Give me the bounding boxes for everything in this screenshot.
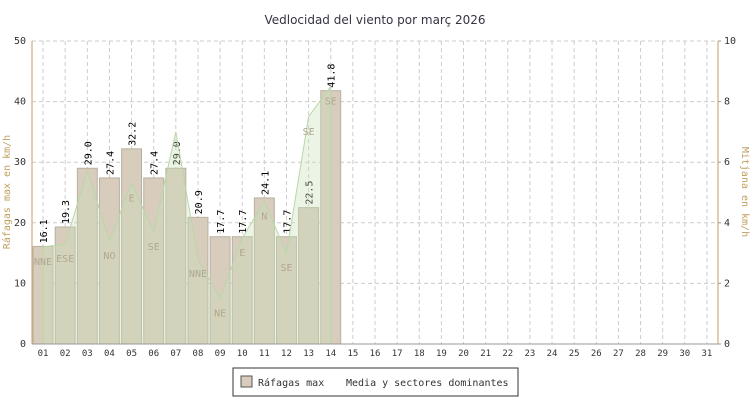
x-tick-label: 21 <box>480 349 491 359</box>
x-tick-label: 27 <box>613 349 624 359</box>
value-label: 27.4 <box>105 151 116 175</box>
y-axis-label: Ráfagas max en km/h <box>1 135 13 249</box>
x-tick-label: 13 <box>303 349 314 359</box>
x-tick-label: 15 <box>347 349 358 359</box>
x-tick-label: 20 <box>458 349 469 359</box>
x-tick-label: 10 <box>237 349 248 359</box>
y-tick-label: 50 <box>14 36 26 47</box>
legend-swatch <box>240 375 253 388</box>
legend-label: Media y sectores dominantes <box>346 378 509 389</box>
x-tick-label: 23 <box>524 349 535 359</box>
sector-label: SE <box>280 263 292 274</box>
x-tick-label: 25 <box>569 349 580 359</box>
value-label: 41.8 <box>327 64 338 88</box>
legend-box <box>232 367 519 397</box>
value-label: 17.7 <box>238 210 249 234</box>
x-tick-label: 18 <box>414 349 425 359</box>
y2-tick-label: 0 <box>724 339 730 350</box>
x-tick-label: 04 <box>104 349 115 359</box>
x-tick-label: 31 <box>702 349 713 359</box>
x-tick-label: 28 <box>635 349 646 359</box>
x-tick-label: 02 <box>60 349 71 359</box>
value-label: 19.3 <box>61 200 72 224</box>
value-label: 22.5 <box>305 181 316 205</box>
sector-label: N <box>261 212 267 223</box>
y-tick-label: 0 <box>20 339 26 350</box>
value-label: 17.7 <box>216 210 227 234</box>
x-tick-label: 14 <box>325 349 336 359</box>
x-tick-label: 16 <box>370 349 381 359</box>
sector-label: NNE <box>34 257 52 268</box>
y2-tick-label: 6 <box>724 157 730 168</box>
x-tick-label: 05 <box>126 349 137 359</box>
value-label: 32.2 <box>128 122 139 146</box>
x-tick-label: 06 <box>148 349 159 359</box>
sector-label: SE <box>303 127 315 138</box>
x-tick-label: 19 <box>436 349 447 359</box>
sector-label: ESE <box>56 254 74 265</box>
x-tick-label: 22 <box>502 349 513 359</box>
mean-area <box>42 84 332 345</box>
legend-label: Ráfagas max <box>258 377 324 389</box>
y-tick-label: 40 <box>14 97 26 108</box>
sector-label: E <box>239 248 245 259</box>
value-label: 27.4 <box>150 151 161 175</box>
sector-label: SE <box>325 96 337 107</box>
x-tick-label: 30 <box>679 349 690 359</box>
x-tick-label: 24 <box>547 349 558 359</box>
x-tick-label: 26 <box>591 349 602 359</box>
x-tick-label: 03 <box>82 349 93 359</box>
sector-label: NNE <box>189 269 207 280</box>
x-tick-label: 17 <box>392 349 403 359</box>
x-tick-label: 11 <box>259 349 270 359</box>
y2-tick-label: 8 <box>724 97 730 108</box>
value-label: 29.0 <box>83 141 94 165</box>
x-tick-label: 12 <box>281 349 292 359</box>
y-tick-label: 10 <box>14 278 26 289</box>
x-tick-label: 01 <box>38 349 49 359</box>
y2-axis-label: Mitjana en km/h <box>739 147 750 237</box>
x-tick-label: 09 <box>215 349 226 359</box>
value-label: 17.7 <box>282 210 293 234</box>
sector-label: NE <box>214 309 226 320</box>
x-tick-label: 07 <box>170 349 181 359</box>
y2-tick-label: 4 <box>724 218 730 229</box>
y2-tick-label: 10 <box>724 36 736 47</box>
value-label: 29.0 <box>172 141 183 165</box>
y-tick-label: 30 <box>14 157 26 168</box>
value-label: 24.1 <box>260 171 271 195</box>
chart-title: Vedlocidad del viento por març 2026 <box>264 13 485 27</box>
x-tick-label: 29 <box>657 349 668 359</box>
value-label: 16.1 <box>39 219 50 243</box>
x-tick-label: 08 <box>193 349 204 359</box>
value-label: 20.9 <box>194 190 205 214</box>
sector-label: SE <box>148 242 160 253</box>
y-tick-label: 20 <box>14 218 26 229</box>
y2-tick-label: 2 <box>724 278 730 289</box>
sector-label: NO <box>103 251 115 262</box>
sector-label: E <box>129 193 135 204</box>
